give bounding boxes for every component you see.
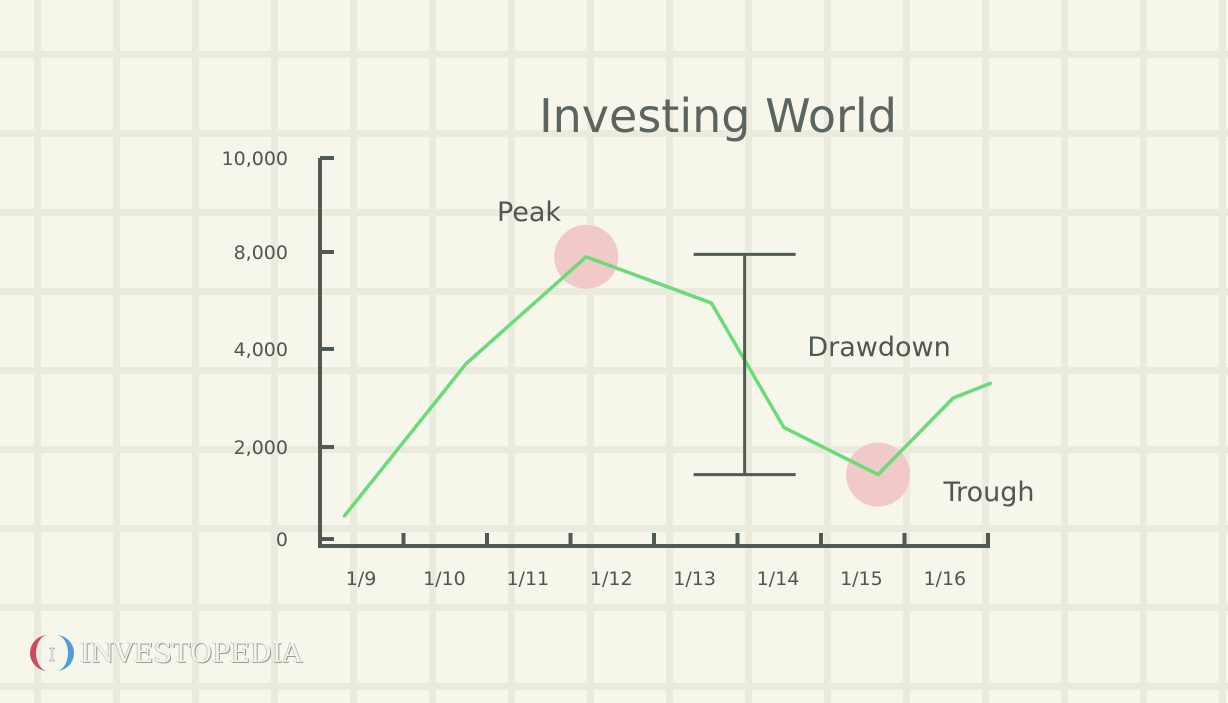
y-tick-label: 10,000 <box>222 148 288 170</box>
data-point <box>782 425 786 429</box>
data-point <box>709 301 713 305</box>
chart-title: Investing World <box>539 89 897 143</box>
y-tick-label: 4,000 <box>234 339 288 361</box>
x-tick-label: 1/10 <box>423 568 466 590</box>
data-point <box>951 396 955 400</box>
x-tick-label: 1/13 <box>673 568 716 590</box>
x-tick-label: 1/14 <box>757 568 800 590</box>
investopedia-logo: I INVESTOPEDIA <box>30 633 302 673</box>
data-point <box>464 362 468 366</box>
y-tick-label: 8,000 <box>234 242 288 264</box>
x-tick-label: 1/11 <box>506 568 549 590</box>
investopedia-logo-text: INVESTOPEDIA <box>80 637 302 669</box>
series-line <box>342 255 992 518</box>
data-point <box>342 514 346 518</box>
trough-label: Trough <box>943 477 1035 508</box>
x-tick-label: 1/16 <box>923 568 966 590</box>
y-tick-label: 2,000 <box>234 437 288 459</box>
x-tick-label: 1/12 <box>590 568 633 590</box>
data-point <box>989 381 993 385</box>
data-point <box>876 473 880 477</box>
x-tick-label: 1/15 <box>840 568 883 590</box>
data-point <box>584 255 588 259</box>
y-tick-label: 0 <box>276 529 288 551</box>
peak-label: Peak <box>497 197 561 228</box>
investopedia-logo-mark-icon: I <box>30 635 74 671</box>
x-tick-label: 1/9 <box>346 568 377 590</box>
drawdown-label: Drawdown <box>807 332 950 363</box>
svg-text:I: I <box>48 645 55 666</box>
